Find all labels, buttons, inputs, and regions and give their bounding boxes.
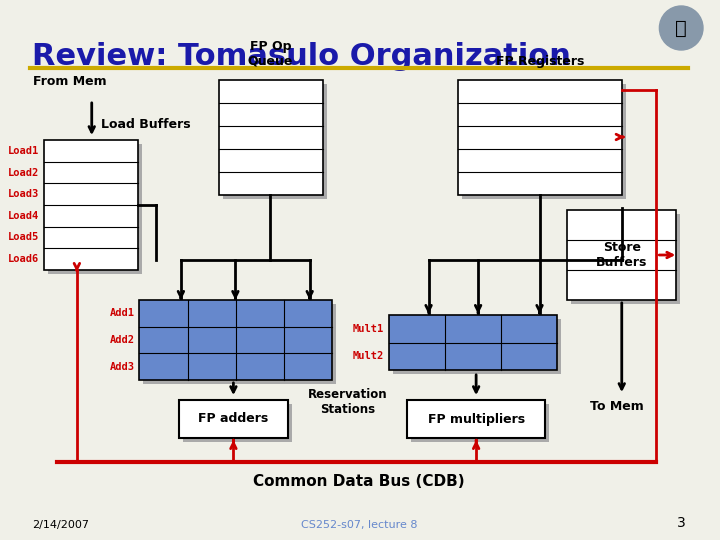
Text: Reservation
Stations: Reservation Stations [307,388,387,416]
Text: Common Data Bus (CDB): Common Data Bus (CDB) [253,474,465,489]
Text: 2/14/2007: 2/14/2007 [32,520,89,530]
Text: Mult2: Mult2 [353,351,384,361]
Text: 3: 3 [678,516,686,530]
Text: From Mem: From Mem [33,75,107,88]
Text: Mult1: Mult1 [353,324,384,334]
Text: Load3: Load3 [8,189,39,199]
Text: FP multipliers: FP multipliers [428,413,525,426]
Bar [219,80,323,195]
Bar [139,300,333,380]
Bar [183,404,292,442]
Text: FP adders: FP adders [198,413,269,426]
Text: Load2: Load2 [8,167,39,178]
Bar [462,84,626,199]
Text: CS252-s07, lecture 8: CS252-s07, lecture 8 [301,520,418,530]
Circle shape [660,6,703,50]
Bar [571,214,680,304]
Bar [407,400,546,438]
Text: Load5: Load5 [8,233,39,242]
Bar [179,400,288,438]
Text: FP Op
Queue: FP Op Queue [248,40,293,68]
Bar [44,140,138,270]
Text: Store
Buffers: Store Buffers [596,241,647,269]
Text: FP Registers: FP Registers [496,55,584,68]
Bar [48,144,143,274]
Text: Add1: Add1 [109,308,135,319]
Text: To Mem: To Mem [590,400,644,413]
Text: Add3: Add3 [109,362,135,372]
Bar [459,80,622,195]
Text: Load4: Load4 [8,211,39,221]
Bar [389,315,557,370]
Bar [143,304,336,384]
Bar [222,84,327,199]
Text: Load Buffers: Load Buffers [102,118,191,132]
Bar [410,404,549,442]
Text: Load6: Load6 [8,254,39,264]
Text: Load1: Load1 [8,146,39,156]
Bar [567,210,676,300]
Text: Review: Tomasulo Organization: Review: Tomasulo Organization [32,42,571,71]
Bar [393,319,562,374]
Text: 🏛: 🏛 [675,18,687,37]
Text: Add2: Add2 [109,335,135,345]
